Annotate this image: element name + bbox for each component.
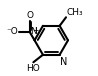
Text: CH₃: CH₃ [66,8,83,16]
Text: +: + [32,26,39,35]
Text: N: N [30,27,37,36]
Text: ⁻O: ⁻O [7,27,19,36]
Text: N: N [60,57,68,67]
Text: O: O [26,11,33,20]
Text: HO: HO [26,64,39,73]
